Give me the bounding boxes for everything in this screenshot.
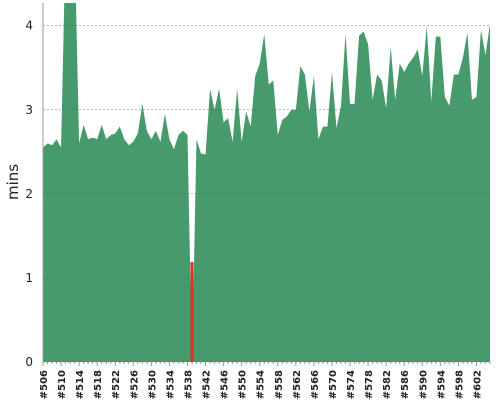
x-tick-label: #602 (472, 370, 483, 399)
x-tick-label: #566 (310, 370, 321, 399)
x-tick-label: #506 (39, 370, 50, 399)
x-tick-label: #586 (400, 370, 411, 399)
x-tick-label: #530 (147, 370, 158, 399)
x-tick-label: #546 (220, 370, 231, 399)
x-tick-label: #562 (292, 370, 303, 399)
y-tick-label: 1 (25, 271, 33, 285)
x-tick-label: #558 (274, 370, 285, 399)
x-tick-label: #554 (256, 370, 267, 399)
x-tick-label: #526 (129, 370, 140, 399)
y-tick-label: 0 (25, 355, 33, 369)
y-tick-label: 3 (25, 103, 33, 117)
x-tick-label: #570 (328, 370, 339, 399)
x-tick-label: #590 (418, 370, 429, 399)
x-tick-label: #574 (346, 370, 357, 399)
x-tick-label: #510 (57, 370, 68, 399)
x-tick-label: #518 (93, 370, 104, 399)
x-tick-label: #542 (202, 370, 213, 399)
x-tick-label: #594 (436, 370, 447, 399)
x-tick-label: #514 (75, 370, 86, 399)
y-axis-label: mins (4, 164, 22, 200)
x-tick-label: #598 (454, 370, 465, 399)
x-tick-label: #578 (364, 370, 375, 399)
area (43, 3, 490, 362)
x-tick-label: #534 (165, 370, 176, 399)
x-tick-label: #522 (111, 370, 122, 399)
x-tick-label: #550 (238, 370, 249, 399)
failed-marker (190, 262, 194, 362)
x-tick-label: #582 (382, 370, 393, 399)
y-tick-label: 2 (25, 187, 33, 201)
x-tick-label: #538 (183, 370, 194, 399)
y-tick-label: 4 (25, 19, 33, 33)
